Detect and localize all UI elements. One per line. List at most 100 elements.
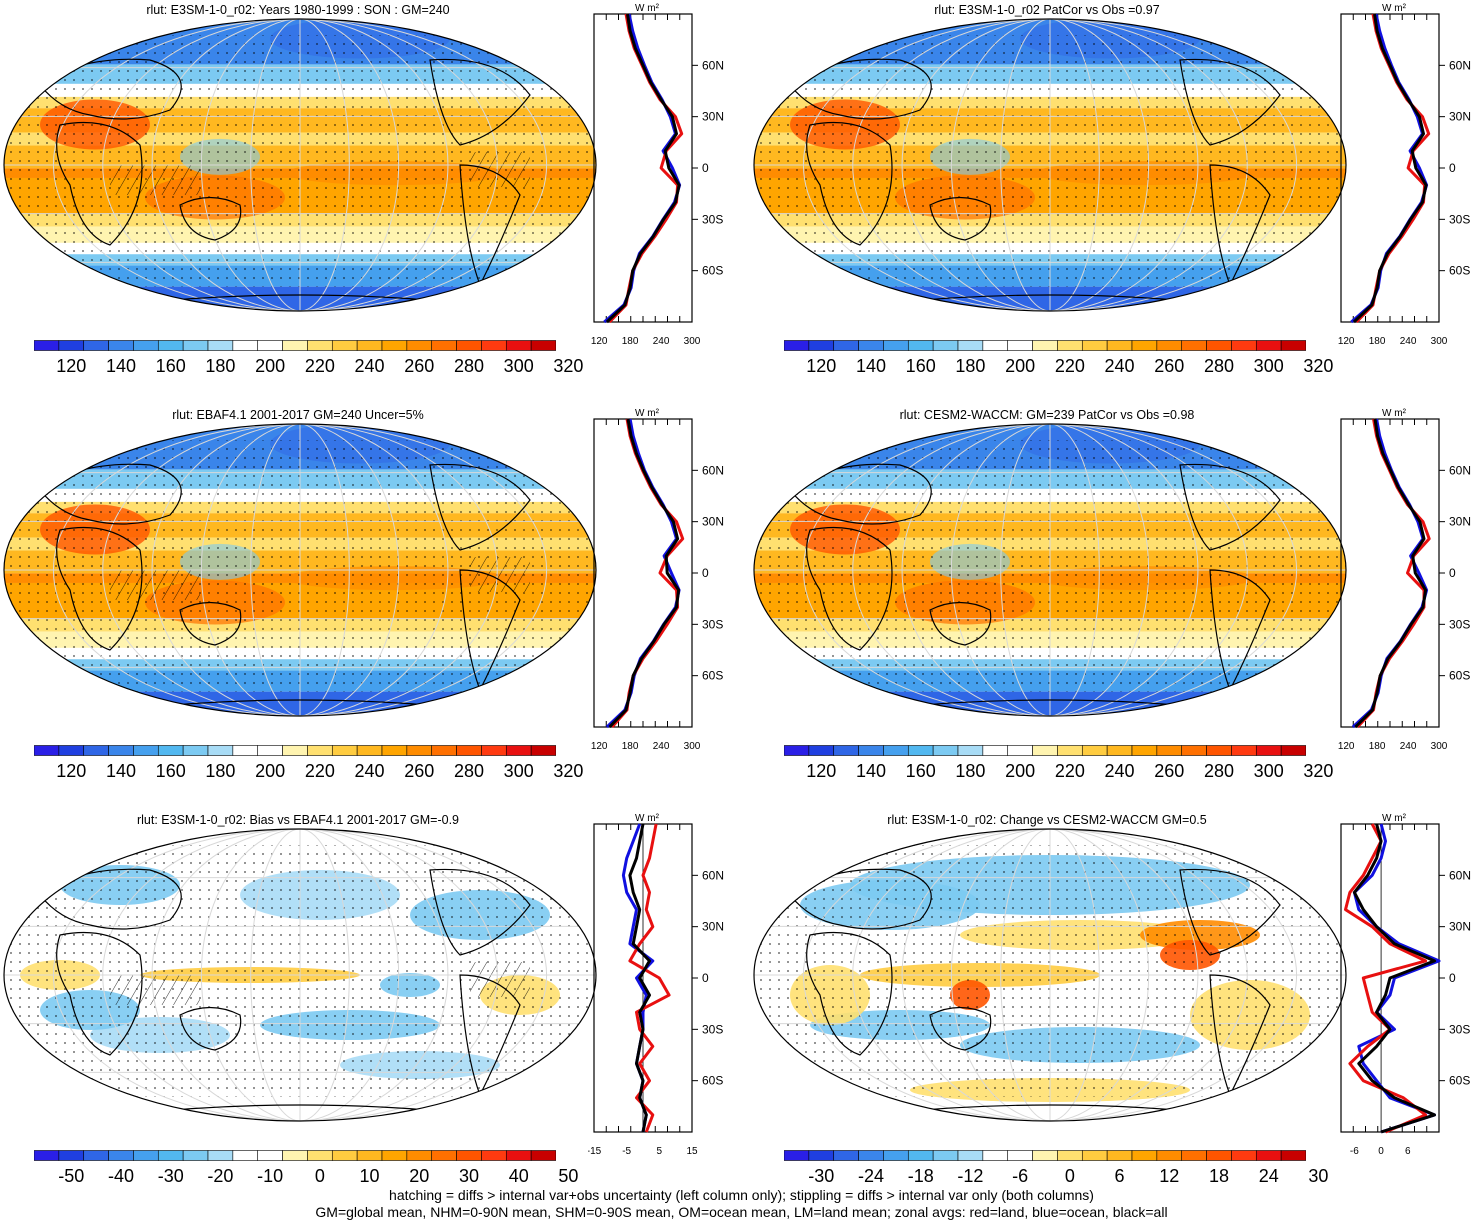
zonal-lat-label: 30S bbox=[1449, 617, 1470, 631]
colorbar-label: 300 bbox=[503, 356, 534, 376]
robinson-map bbox=[753, 18, 1347, 312]
colorbar-swatch bbox=[808, 1150, 835, 1161]
colorbar-label: 180 bbox=[955, 761, 986, 781]
zonal-lat-label: 0 bbox=[1449, 566, 1456, 580]
colorbar-label: 280 bbox=[453, 356, 485, 376]
zonal-mean-profile: W m² 60N 30N 0 30S 60S -6 0 6 bbox=[1340, 813, 1471, 1157]
footer-line-1: hatching = diffs > internal var+obs unce… bbox=[389, 1187, 1094, 1203]
panel-title: rlut: CESM2-WACCM: GM=239 PatCor vs Obs … bbox=[899, 408, 1195, 422]
colorbar-label: 200 bbox=[255, 761, 286, 781]
zonal-x-tick: 180 bbox=[622, 741, 639, 752]
colorbar-swatch bbox=[907, 745, 934, 756]
colorbar-swatch bbox=[982, 1150, 1009, 1161]
colorbar-swatch bbox=[456, 745, 482, 756]
colorbar-label: 240 bbox=[1104, 761, 1135, 781]
colorbar-swatch bbox=[34, 340, 60, 351]
colorbar-swatch bbox=[58, 1150, 85, 1161]
colorbar-swatch bbox=[1057, 1150, 1083, 1161]
colorbar-swatch bbox=[207, 1150, 234, 1161]
zonal-lat-label: 60S bbox=[702, 1074, 723, 1088]
colorbar-label: 50 bbox=[558, 1166, 579, 1186]
zonal-mean-profile: W m² 60N 30N 0 30S 60S 120 180 240 300 bbox=[591, 3, 724, 347]
zonal-x-tick: 300 bbox=[1431, 741, 1448, 752]
footer-line-2: GM=global mean, NHM=0-90N mean, SHM=0-90… bbox=[315, 1204, 1168, 1220]
zonal-x-tick: -15 bbox=[588, 1146, 602, 1157]
colorbar-swatch bbox=[1057, 745, 1083, 756]
colorbar-swatch bbox=[431, 1150, 457, 1161]
colorbar-swatch bbox=[932, 745, 959, 756]
zonal-line-all bbox=[1352, 823, 1436, 1134]
zonal-lat-label: 60N bbox=[702, 58, 724, 72]
robinson-map bbox=[753, 423, 1347, 717]
colorbar-swatch bbox=[1131, 340, 1158, 351]
colorbar: 120 140 160 180 200 220 240 260 280 300 320 bbox=[784, 340, 1333, 382]
zonal-x-tick: 6 bbox=[1405, 1146, 1411, 1157]
panel-title: rlut: EBAF4.1 2001-2017 GM=240 Uncer=5% bbox=[172, 408, 424, 422]
zonal-lat-label: 60S bbox=[1449, 264, 1470, 278]
colorbar-swatch bbox=[833, 745, 859, 756]
colorbar-swatch bbox=[108, 745, 134, 756]
colorbar-label: 320 bbox=[1303, 356, 1334, 376]
zonal-x-tick: 300 bbox=[1431, 336, 1448, 347]
zonal-x-tick: 5 bbox=[657, 1146, 663, 1157]
colorbar-label: 18 bbox=[1208, 1166, 1230, 1186]
colorbar-swatch bbox=[406, 745, 433, 756]
zonal-line-ocean bbox=[1352, 823, 1441, 1134]
colorbar-label: 300 bbox=[503, 761, 534, 781]
colorbar-swatch bbox=[133, 340, 159, 351]
colorbar-label: 30 bbox=[458, 1166, 480, 1186]
colorbar-swatch bbox=[282, 340, 308, 351]
colorbar-swatch bbox=[356, 340, 383, 351]
colorbar-swatch bbox=[108, 1150, 134, 1161]
colorbar-label: 12 bbox=[1159, 1166, 1180, 1186]
colorbar-label: 280 bbox=[1203, 356, 1235, 376]
colorbar-swatch bbox=[481, 1150, 507, 1161]
colorbar-swatch bbox=[1206, 745, 1232, 756]
colorbar-swatch bbox=[883, 745, 909, 756]
colorbar: 120 140 160 180 200 220 240 260 280 300 320 bbox=[34, 745, 583, 787]
colorbar-swatch bbox=[1032, 745, 1058, 756]
colorbar-label: 120 bbox=[806, 761, 837, 781]
zonal-lat-label: 60S bbox=[702, 264, 723, 278]
colorbar-swatch bbox=[456, 1150, 482, 1161]
colorbar-swatch bbox=[331, 1150, 358, 1161]
zonal-line-ocean bbox=[621, 823, 655, 1133]
colorbar-swatch bbox=[957, 340, 984, 351]
colorbar-swatch bbox=[957, 1150, 984, 1161]
robinson-map bbox=[3, 423, 597, 717]
zonal-lat-label: 60N bbox=[702, 463, 724, 477]
colorbar-swatch bbox=[858, 340, 884, 351]
zonal-lat-label: 60N bbox=[1449, 868, 1471, 882]
zonal-unit: W m² bbox=[1382, 3, 1407, 14]
colorbar-swatch bbox=[1156, 340, 1183, 351]
colorbar-label: 0 bbox=[314, 1166, 325, 1186]
colorbar-label: 220 bbox=[1054, 356, 1085, 376]
colorbar-label: 240 bbox=[354, 761, 385, 781]
colorbar-swatch bbox=[232, 1150, 259, 1161]
zonal-lat-label: 30N bbox=[702, 515, 724, 529]
colorbar-swatch bbox=[331, 340, 358, 351]
zonal-line-all bbox=[628, 823, 651, 1133]
zonal-x-tick: -5 bbox=[622, 1146, 631, 1157]
zonal-lat-label: 60N bbox=[1449, 58, 1471, 72]
colorbar-swatch bbox=[883, 1150, 909, 1161]
zonal-line-land bbox=[1344, 823, 1428, 1134]
colorbar-swatch bbox=[456, 340, 482, 351]
colorbar-swatch bbox=[257, 340, 283, 351]
zonal-line-all bbox=[1352, 13, 1428, 324]
robinson-map bbox=[753, 828, 1347, 1122]
colorbar-swatch bbox=[406, 340, 433, 351]
colorbar-swatch bbox=[858, 1150, 884, 1161]
panel-title: rlut: E3SM-1-0_r02: Change vs CESM2-WACC… bbox=[887, 813, 1207, 827]
zonal-line-all bbox=[605, 13, 681, 324]
colorbar-swatch bbox=[833, 340, 859, 351]
zonal-lat-label: 0 bbox=[702, 971, 709, 985]
colorbar-swatch bbox=[1156, 745, 1183, 756]
colorbar-swatch bbox=[157, 1150, 184, 1161]
colorbar-swatch bbox=[207, 745, 234, 756]
zonal-lat-label: 0 bbox=[1449, 971, 1456, 985]
zonal-lat-label: 30S bbox=[702, 617, 723, 631]
colorbar-label: -30 bbox=[157, 1166, 184, 1186]
colorbar-swatch bbox=[1106, 340, 1133, 351]
colorbar-label: 200 bbox=[1005, 356, 1036, 376]
